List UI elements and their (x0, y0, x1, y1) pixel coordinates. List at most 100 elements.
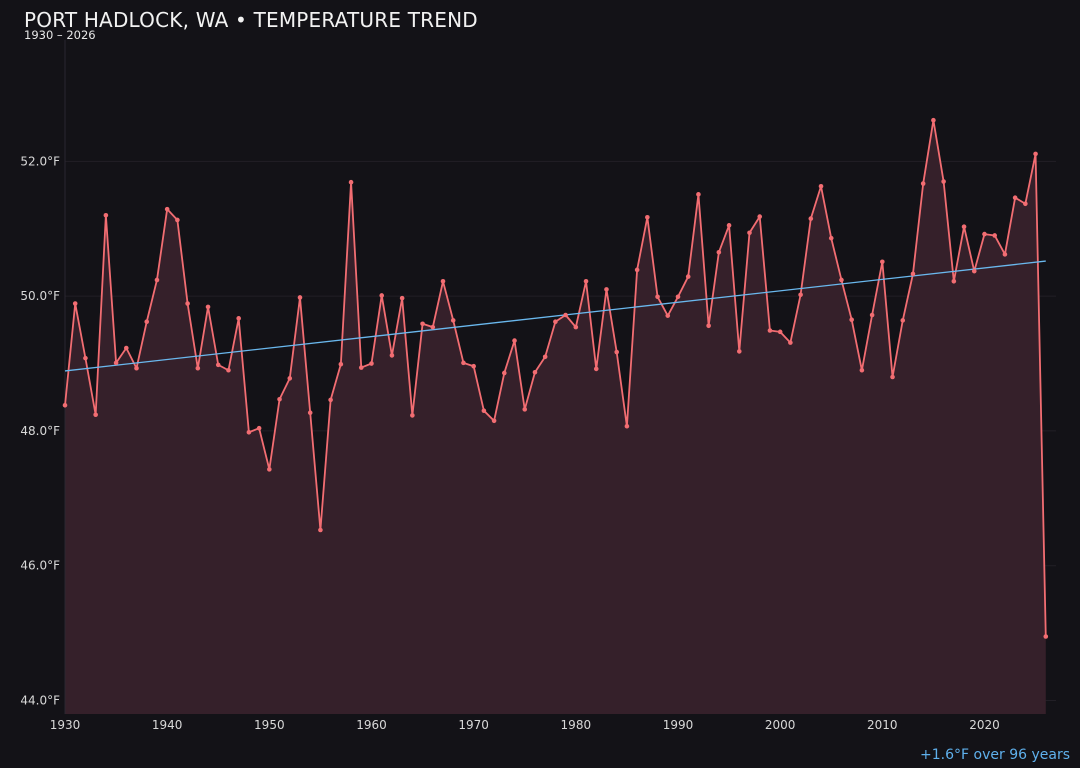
data-point (573, 324, 579, 330)
data-point (1043, 634, 1049, 639)
data-point (808, 216, 814, 221)
data-point (246, 429, 252, 435)
data-point (154, 277, 160, 283)
data-point (951, 278, 957, 284)
data-point (859, 367, 865, 373)
y-axis-ticks: 44.0°F 46.0°F 48.0°F 50.0°F 52.0°F (20, 154, 60, 707)
data-point (788, 340, 793, 345)
data-point (164, 206, 170, 212)
y-tick-label: 50.0°F (20, 289, 60, 303)
data-point (502, 370, 507, 376)
data-point (236, 316, 241, 321)
x-axis-ticks: 1930 1940 1950 1960 1970 1980 1990 2000 2010 2020 (50, 718, 1000, 732)
data-point (226, 367, 231, 373)
data-point (491, 418, 497, 424)
data-point (83, 355, 88, 361)
data-point (72, 301, 78, 306)
data-point (971, 268, 977, 274)
data-point (369, 361, 374, 366)
data-point (777, 329, 783, 335)
data-point (645, 214, 650, 220)
data-point (481, 408, 487, 414)
data-point (358, 365, 364, 370)
data-point (256, 425, 262, 431)
y-tick-label: 44.0°F (20, 694, 60, 708)
data-point (1002, 252, 1008, 257)
data-point (389, 353, 395, 358)
x-tick-label: 1950 (254, 718, 285, 732)
data-point (277, 396, 282, 402)
data-point (961, 224, 967, 229)
data-point (287, 376, 293, 381)
x-tick-label: 1930 (50, 718, 81, 732)
data-point (532, 369, 538, 375)
data-point (420, 321, 425, 327)
data-point (267, 467, 272, 472)
data-point (726, 223, 732, 228)
data-point (185, 301, 190, 306)
data-point (379, 293, 385, 298)
data-point (900, 318, 906, 323)
data-point (696, 192, 701, 197)
data-point (563, 312, 568, 318)
chart-subtitle: 1930 – 2026 (24, 28, 96, 42)
trend-summary: +1.6°F over 96 years (920, 747, 1070, 763)
data-point (655, 294, 660, 300)
data-point (931, 117, 936, 123)
data-point (297, 295, 303, 300)
data-point (869, 312, 875, 318)
x-tick-label: 2000 (765, 718, 796, 732)
y-tick-label: 52.0°F (20, 154, 60, 168)
trend-line (64, 260, 1046, 372)
data-point (542, 354, 548, 360)
data-points (62, 117, 1049, 639)
data-point (828, 235, 834, 241)
data-point (430, 324, 436, 330)
data-point (614, 349, 619, 355)
data-point (450, 318, 456, 323)
data-point (604, 287, 609, 292)
y-tick-label: 48.0°F (20, 424, 60, 438)
x-tick-label: 1990 (663, 718, 694, 732)
data-point (195, 365, 201, 371)
data-point (685, 274, 691, 279)
data-point (103, 212, 109, 218)
y-tick-label: 46.0°F (20, 559, 60, 573)
data-point (512, 338, 517, 343)
data-point (880, 259, 885, 265)
data-point (215, 362, 221, 368)
x-tick-label: 1970 (458, 718, 489, 732)
data-point (62, 403, 68, 408)
data-point (706, 323, 711, 329)
data-point (839, 277, 844, 283)
data-point (992, 233, 998, 238)
data-point (410, 413, 415, 418)
data-point (890, 374, 895, 380)
data-point (1012, 195, 1018, 201)
x-tick-label: 1940 (152, 718, 183, 732)
data-point (665, 313, 671, 318)
data-point (553, 319, 558, 325)
data-point (849, 317, 854, 323)
data-point (634, 267, 640, 273)
data-point (461, 360, 466, 366)
data-point (798, 292, 803, 298)
data-point (348, 179, 354, 185)
x-tick-label: 2020 (969, 718, 1000, 732)
data-point (522, 407, 528, 412)
data-point (767, 328, 773, 333)
data-point (624, 423, 630, 429)
data-point (736, 349, 742, 354)
x-tick-label: 1960 (356, 718, 387, 732)
data-point (471, 363, 476, 369)
data-point (205, 304, 211, 310)
chart-title: PORT HADLOCK, WA • TEMPERATURE TREND (24, 8, 478, 32)
data-point (941, 179, 946, 184)
data-point (440, 278, 446, 284)
data-point (134, 365, 139, 371)
data-point (583, 278, 589, 284)
data-point (716, 250, 722, 255)
data-point (399, 295, 405, 301)
area-fill (65, 120, 1046, 715)
